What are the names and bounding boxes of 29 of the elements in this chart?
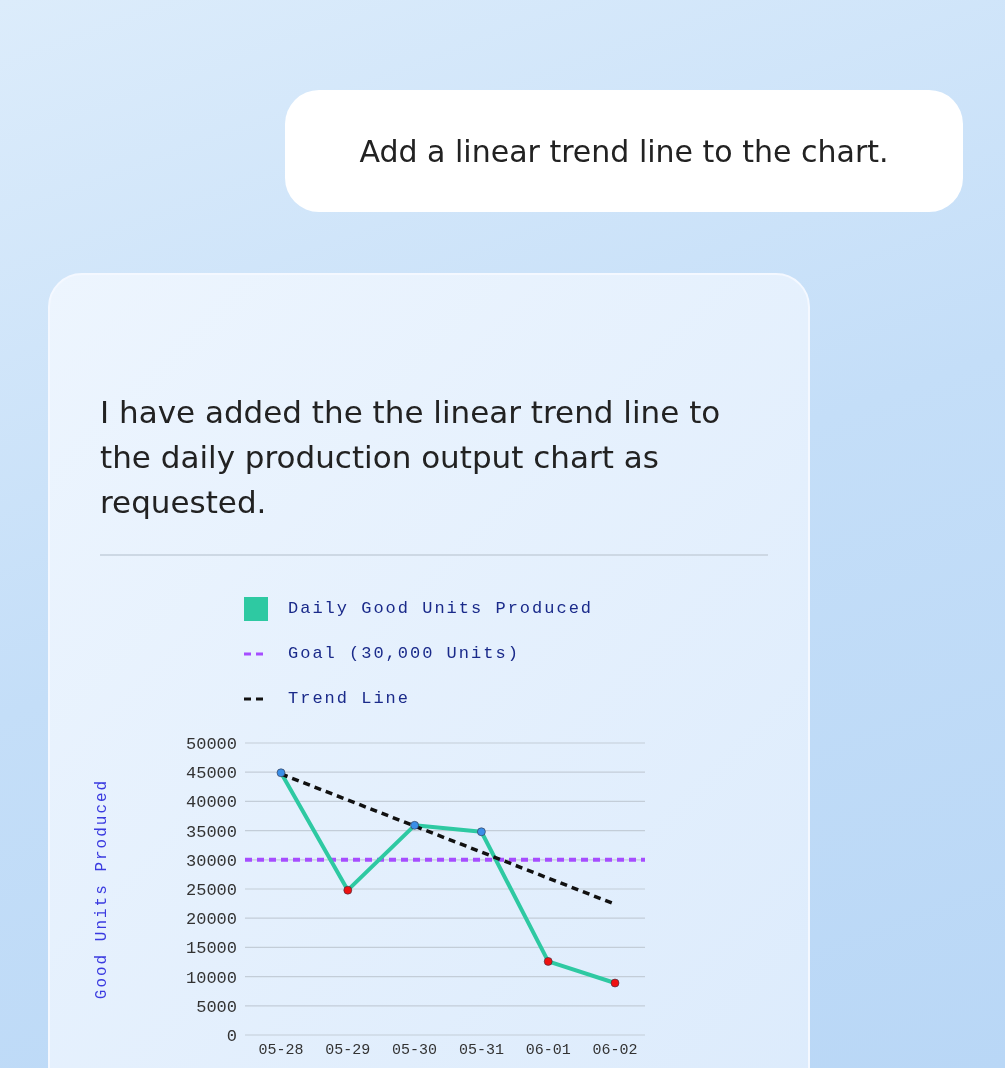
y-tick-label: 35000 bbox=[185, 822, 237, 842]
y-tick-label: 15000 bbox=[185, 939, 237, 959]
x-tick-label: 06-01 bbox=[525, 1041, 571, 1059]
y-tick-label: 20000 bbox=[185, 910, 237, 930]
y-tick-label: 30000 bbox=[185, 851, 237, 871]
y-tick-label: 25000 bbox=[185, 881, 237, 901]
point bbox=[543, 957, 553, 966]
point bbox=[276, 768, 286, 778]
y-tick-label: 5000 bbox=[196, 997, 237, 1017]
x-tick-label: 05-29 bbox=[325, 1041, 371, 1059]
point bbox=[410, 821, 419, 830]
x-tick-label: 05-31 bbox=[458, 1041, 504, 1059]
y-tick-label: 50000 bbox=[185, 735, 237, 755]
legend-label: Daily Good Units Produced bbox=[288, 599, 594, 618]
y-tick-label: 0 bbox=[226, 1027, 237, 1047]
text: Add a linear trend line to the chart. bbox=[285, 90, 963, 212]
x-tick-label: 06-02 bbox=[592, 1041, 638, 1059]
legend-label: Goal (30,000 Units) bbox=[288, 644, 520, 663]
point bbox=[477, 827, 486, 837]
y-tick-label: 45000 bbox=[185, 764, 237, 784]
point bbox=[343, 885, 353, 895]
text: I have added the the linear trend line to the daily production output chart as requested. bbox=[100, 393, 722, 522]
point bbox=[610, 978, 620, 988]
x-tick-label: 05-28 bbox=[258, 1041, 304, 1059]
y-tick-label: 40000 bbox=[185, 793, 237, 813]
x-tick-label: 05-30 bbox=[392, 1041, 438, 1059]
y-tick-label: 10000 bbox=[185, 968, 237, 988]
legend-label: Trend Line bbox=[288, 689, 411, 708]
y-axis-title: Good Units Produced bbox=[93, 778, 112, 1000]
